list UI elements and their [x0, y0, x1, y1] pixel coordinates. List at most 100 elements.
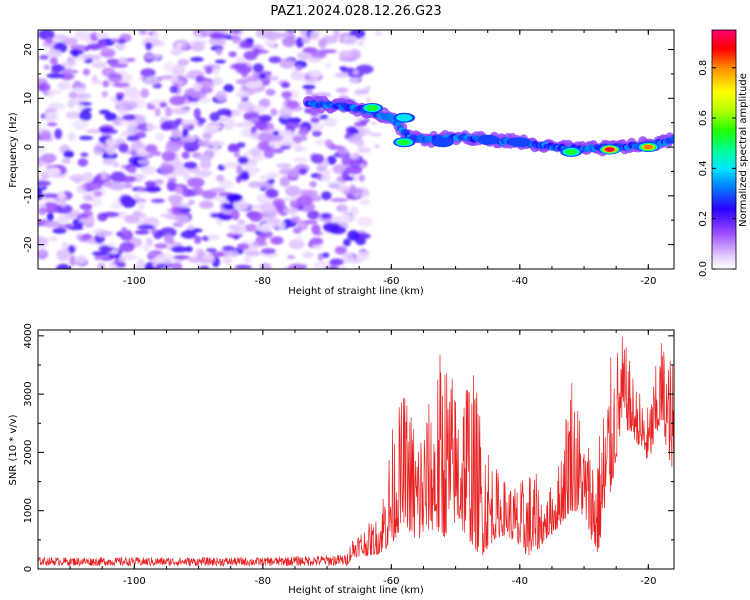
colorbar-tick-label: 0.8	[698, 60, 709, 76]
spectrogram-noise-blob	[268, 56, 282, 64]
spectrogram-noise-blob	[110, 249, 119, 255]
spectrogram-noise-blob	[123, 214, 140, 224]
spectrogram-noise-blob	[79, 203, 93, 210]
snr-x-axis-label: Height of straight line (km)	[288, 585, 424, 596]
spectrogram-noise-blob	[370, 121, 377, 126]
spectrogram-noise-blob	[193, 108, 201, 119]
spectrogram-hotspot	[643, 144, 654, 150]
spectrogram-noise-blob	[62, 60, 77, 68]
spectrogram-noise-blob	[324, 139, 333, 148]
spectrogram-noise-blob	[48, 102, 59, 109]
spectrogram-noise-blob	[259, 262, 272, 269]
spectrogram-noise-blob	[235, 90, 250, 99]
spectrogram-noise-blob	[102, 80, 110, 88]
spectrogram-noise-blob	[228, 225, 237, 230]
spectrogram-noise-blob	[350, 128, 360, 135]
spectrogram-noise-blob	[260, 248, 276, 255]
spectrogram-noise-blob	[40, 130, 52, 141]
spectrogram-noise-blob	[349, 184, 357, 196]
spectrogram-noise-blob	[375, 132, 382, 137]
spectrogram-noise-blob	[171, 127, 181, 139]
spectrogram-noise-blob	[335, 87, 349, 94]
spectrogram-noise-blob	[79, 110, 92, 121]
spectrogram-noise-blob	[137, 200, 145, 211]
spectrogram-noise-blob	[71, 87, 87, 94]
spectrogram-noise-blob	[232, 35, 241, 44]
spectrogram-noise-blob	[228, 51, 237, 58]
spectrogram-noise-blob	[177, 203, 191, 208]
spectrogram-noise-blob	[279, 176, 290, 187]
spectrogram-noise-blob	[178, 76, 186, 82]
spectrogram-noise-blob	[146, 122, 154, 132]
spectrogram-noise-blob	[218, 179, 234, 190]
spectrogram-noise-blob	[106, 58, 119, 65]
spectrogram-noise-blob	[356, 216, 373, 227]
spectrogram-noise-blob	[132, 174, 148, 181]
spectrogram-noise-blob	[296, 195, 313, 206]
spectrogram-noise-blob	[183, 141, 200, 152]
spectrogram-noise-blob	[328, 183, 340, 189]
spectrogram-ridge-core	[394, 121, 402, 127]
spectrogram-noise-blob	[321, 191, 332, 201]
spectrogram-noise-blob	[290, 216, 301, 223]
spectrogram-noise-blob	[72, 119, 89, 130]
spectrogram-noise-blob	[281, 91, 293, 99]
spectrogram-noise-blob	[159, 163, 175, 174]
spectrogram-x-tick-label: -60	[383, 276, 399, 287]
spectrogram-noise-blob	[303, 78, 321, 84]
spectrogram-noise-blob	[223, 84, 234, 93]
spectrogram-noise-blob	[182, 43, 189, 50]
spectrogram-noise-blob	[97, 262, 106, 269]
spectrogram-noise-blob	[170, 47, 184, 56]
spectrogram-noise-blob	[91, 61, 107, 69]
spectrogram-noise-blob	[169, 95, 186, 106]
spectrogram-noise-blob	[137, 258, 145, 269]
spectrogram-noise-blob	[74, 31, 86, 39]
spectrogram-noise-blob	[74, 177, 82, 184]
spectrogram-noise-blob	[232, 233, 240, 240]
spectrogram-y-tick-label: -20	[23, 236, 34, 252]
spectrogram-noise-blob	[354, 121, 367, 127]
spectrogram-noise-blob	[233, 199, 250, 211]
spectrogram-noise-blob	[38, 145, 48, 154]
spectrogram-noise-blob	[202, 132, 213, 140]
spectrogram-noise-blob	[365, 97, 372, 102]
spectrogram-y-tick-label: 10	[23, 92, 34, 105]
spectrogram-noise-blob	[171, 107, 189, 115]
spectrogram-noise-blob	[126, 123, 136, 133]
spectrogram-noise-blob	[151, 32, 160, 38]
snr-y-tick-label: 1000	[23, 498, 34, 523]
spectrogram-hotspot	[365, 105, 379, 111]
spectrogram-noise-blob	[113, 81, 130, 88]
spectrogram-noise-blob	[38, 250, 48, 256]
spectrogram-noise-blob	[258, 73, 267, 79]
spectrogram-noise-blob	[44, 89, 62, 95]
spectrogram-noise-blob	[56, 214, 70, 224]
spectrogram-noise-blob	[336, 185, 351, 193]
spectrogram-noise-blob	[127, 166, 137, 174]
spectrogram-noise-blob	[236, 142, 246, 148]
spectrogram-noise-blob	[248, 181, 261, 189]
spectrogram-noise-blob	[212, 77, 224, 86]
spectrogram-noise-blob	[310, 30, 320, 41]
spectrogram-noise-blob	[86, 43, 103, 51]
spectrogram-noise-blob	[339, 204, 348, 213]
spectrogram-noise-blob	[233, 151, 241, 158]
spectrogram-noise-blob	[265, 88, 276, 96]
spectrogram-noise-blob	[60, 72, 75, 81]
spectrogram-frame	[37, 29, 675, 270]
spectrogram-noise-blob	[171, 64, 186, 76]
spectrogram-noise-blob	[288, 239, 305, 250]
spectrogram-noise-blob	[150, 228, 157, 234]
spectrogram-noise-blob	[163, 233, 174, 244]
spectrogram-noise-blob	[113, 260, 120, 265]
colorbar-frame	[711, 29, 737, 270]
spectrogram-noise-blob	[38, 180, 51, 187]
spectrogram-noise-blob	[341, 252, 355, 264]
spectrogram-noise-blob	[345, 176, 354, 181]
spectrogram-noise-blob	[144, 37, 153, 44]
spectrogram-noise-blob	[340, 265, 347, 269]
spectrogram-noise-blob	[97, 230, 114, 237]
spectrogram-noise-blob	[295, 236, 302, 242]
spectrogram-noise-blob	[285, 122, 301, 129]
